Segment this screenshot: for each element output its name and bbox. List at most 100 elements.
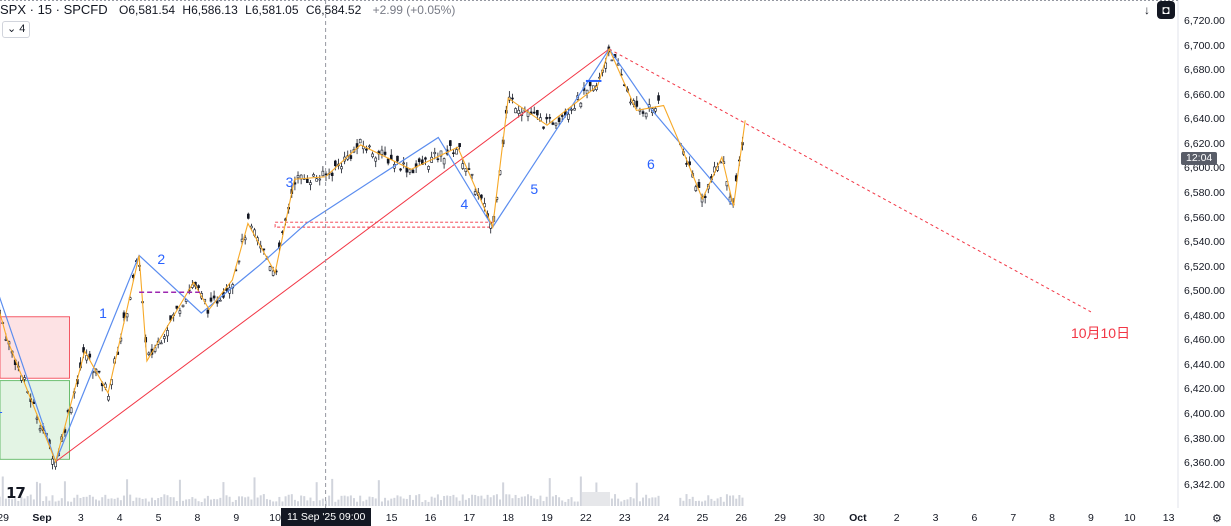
volume-bar: [132, 500, 135, 506]
candle-body: [175, 305, 179, 309]
volume-bar: [486, 494, 489, 506]
volume-bar: [178, 479, 181, 506]
volume-bar: [331, 478, 334, 506]
volume-bar: [452, 494, 455, 506]
candle-body: [688, 161, 691, 166]
candle-body: [610, 59, 614, 62]
volume-bar: [707, 495, 710, 506]
volume-bar: [564, 501, 567, 506]
volume-bar: [269, 499, 272, 506]
y-tick-label: 6,680.00: [1184, 64, 1225, 77]
candle-body: [219, 299, 222, 302]
open-label: O: [118, 3, 129, 17]
volume-bar: [371, 497, 374, 506]
x-tick-label: 29: [0, 512, 9, 524]
candle-body: [315, 178, 318, 182]
tradingview-logo[interactable]: 𝟭𝟳: [6, 485, 26, 502]
volume-bar: [144, 498, 147, 506]
candlesticks: [0, 44, 744, 470]
y-tick-label: 6,660.00: [1184, 88, 1225, 101]
volume-bar: [558, 497, 561, 506]
candle-body: [452, 152, 455, 155]
candle-body: [424, 157, 427, 160]
candle-body: [380, 149, 384, 155]
volume-bar: [88, 494, 91, 506]
x-tick-label: 18: [502, 512, 515, 524]
volume-bar: [499, 499, 502, 506]
volume-bar: [312, 501, 315, 506]
y-tick-label: 6,460.00: [1184, 334, 1225, 347]
volume-bar: [682, 500, 685, 506]
volume-bar: [679, 497, 682, 506]
volume-bar: [309, 497, 312, 506]
candle-body: [514, 108, 517, 114]
x-tick-label: 29: [774, 512, 786, 524]
volume-bar: [536, 499, 539, 506]
volume-bar: [691, 496, 694, 506]
candle-body: [340, 166, 343, 170]
arrow-down-icon[interactable]: ↓: [1144, 3, 1150, 17]
volume-bar: [67, 501, 70, 506]
chart-header: SPX · 15 · SPCFD O6,581.54 H6,586.13 L6,…: [0, 2, 455, 17]
volume-bar: [464, 499, 467, 506]
candle-body: [368, 145, 371, 148]
x-tick-label: 10: [269, 512, 281, 524]
candle-body: [209, 297, 213, 302]
candle-body: [97, 370, 101, 373]
volume-bar: [343, 495, 346, 506]
candle-body: [349, 155, 353, 159]
candle-body: [473, 191, 477, 195]
volume-bar: [110, 498, 113, 506]
volume-bar: [542, 501, 545, 506]
gear-icon[interactable]: ⚙: [1212, 513, 1222, 525]
volume-bar: [328, 495, 331, 506]
volume-bar: [474, 494, 477, 506]
candle-body: [604, 62, 608, 69]
volume-bar: [402, 498, 405, 506]
volume-bar: [685, 494, 688, 506]
volume-bar: [340, 495, 343, 506]
candle-body: [383, 151, 387, 155]
y-tick-label: 6,420.00: [1184, 383, 1225, 396]
x-tick-label: 5: [155, 512, 162, 524]
volume-bar: [561, 500, 564, 506]
volume-bar: [424, 500, 427, 506]
candle-body: [551, 122, 555, 125]
y-tick-label: 6,400.00: [1184, 408, 1225, 421]
volume-bar: [216, 499, 219, 506]
volume-bar: [614, 494, 617, 506]
wave-label: 1: [99, 305, 107, 322]
volume-bar: [384, 497, 387, 506]
volume-bar: [380, 501, 383, 506]
volume-bar: [157, 498, 160, 506]
volume-bar: [101, 497, 104, 506]
x-tick-label: 2: [893, 512, 900, 524]
volume-bar: [147, 501, 150, 506]
candle-body: [296, 175, 300, 179]
candle-body: [467, 168, 471, 170]
camera-icon[interactable]: ◘: [1157, 1, 1175, 19]
x-tick-label: 4: [116, 512, 123, 524]
volume-bar: [169, 497, 172, 506]
wave-label: 2: [157, 251, 166, 268]
candle-body: [321, 170, 325, 177]
indicator-toggle-button[interactable]: ⌄ 4: [2, 21, 31, 38]
volume-bar: [200, 501, 203, 506]
volume-bar: [48, 500, 51, 506]
volume-bar: [489, 497, 492, 506]
volume-bar: [23, 498, 26, 506]
candle-body: [69, 407, 73, 413]
volume-bar: [710, 498, 713, 506]
x-tick-label: 6: [971, 512, 978, 524]
volume-bar: [0, 496, 1, 506]
volume-bar: [620, 501, 623, 506]
volume-bar: [446, 495, 449, 506]
symbol-title[interactable]: SPX · 15 · SPCFD: [0, 2, 108, 17]
x-tick-label: 22: [580, 512, 592, 524]
volume-bar: [231, 501, 234, 506]
volume-bar: [237, 496, 240, 506]
volume-bar: [7, 498, 10, 506]
volume-bar: [315, 482, 318, 506]
volume-bar: [297, 501, 300, 506]
